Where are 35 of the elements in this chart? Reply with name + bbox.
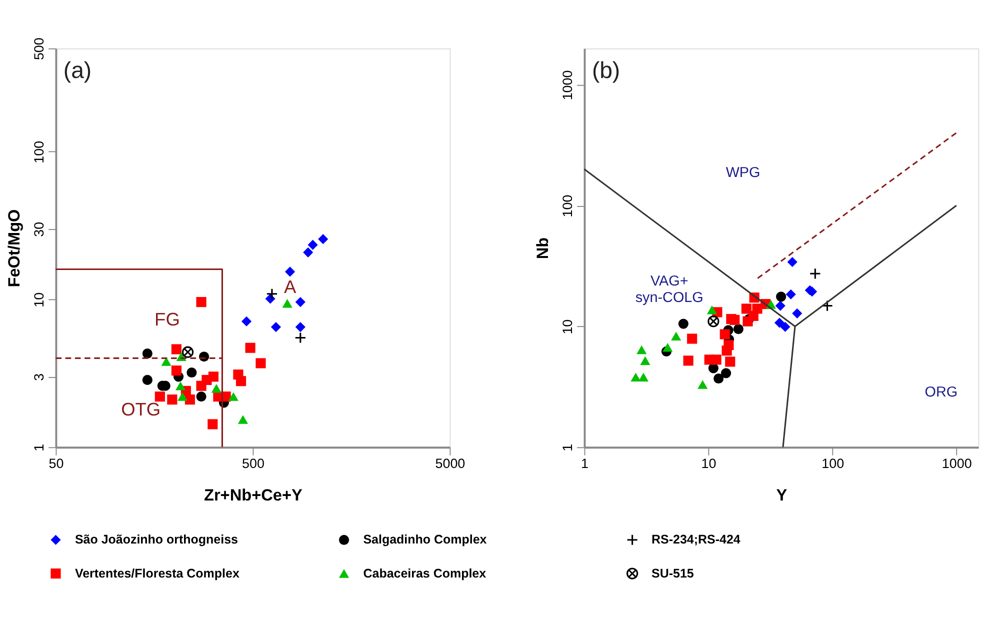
y-tick-label: 100: [32, 140, 47, 164]
annotation: ORG: [924, 384, 958, 401]
y-tick-label: 3: [32, 373, 47, 381]
annotation: OTG: [121, 398, 161, 420]
y-tick-label: 500: [32, 38, 47, 60]
y-tick-label: 1: [560, 444, 576, 452]
annotation: VAG+ syn-COLG: [635, 274, 704, 306]
x-tick-label: 50: [48, 456, 64, 471]
legend-label: Cabaceiras Complex: [363, 566, 486, 580]
legend-label: SU-515: [652, 566, 694, 580]
y-tick-label: 100: [560, 194, 576, 218]
x-axis-title: Y: [776, 486, 788, 504]
y-tick-label: 1: [32, 444, 47, 452]
y-tick-label: 1000: [560, 70, 576, 100]
annotation: (a): [63, 57, 92, 84]
x-tick-label: 100: [822, 456, 844, 471]
x-tick-label: 10: [701, 456, 716, 471]
y-axis-title: Nb: [534, 237, 552, 260]
x-tick-label: 1: [580, 456, 588, 471]
legend-label: Salgadinho Complex: [363, 532, 487, 547]
annotation: (b): [592, 57, 620, 84]
y-tick-label: 30: [32, 222, 47, 237]
legend-label: São Joãozinho orthogneiss: [74, 532, 238, 547]
legend-label: RS-234;RS-424: [652, 532, 740, 547]
x-tick-label: 500: [242, 456, 264, 471]
x-tick-label: 1000: [942, 456, 972, 471]
annotation: WPG: [726, 164, 760, 181]
x-tick-label: 5000: [435, 456, 466, 471]
y-axis-title: FeOt/MgO: [6, 208, 24, 288]
annotation: FG: [154, 308, 180, 330]
annotation: A: [284, 276, 298, 298]
y-tick-label: 10: [560, 319, 576, 334]
y-tick-label: 10: [32, 292, 47, 308]
x-axis-title: Zr+Nb+Ce+Y: [204, 486, 303, 504]
legend-label: Vertentes/Floresta Complex: [74, 566, 240, 580]
